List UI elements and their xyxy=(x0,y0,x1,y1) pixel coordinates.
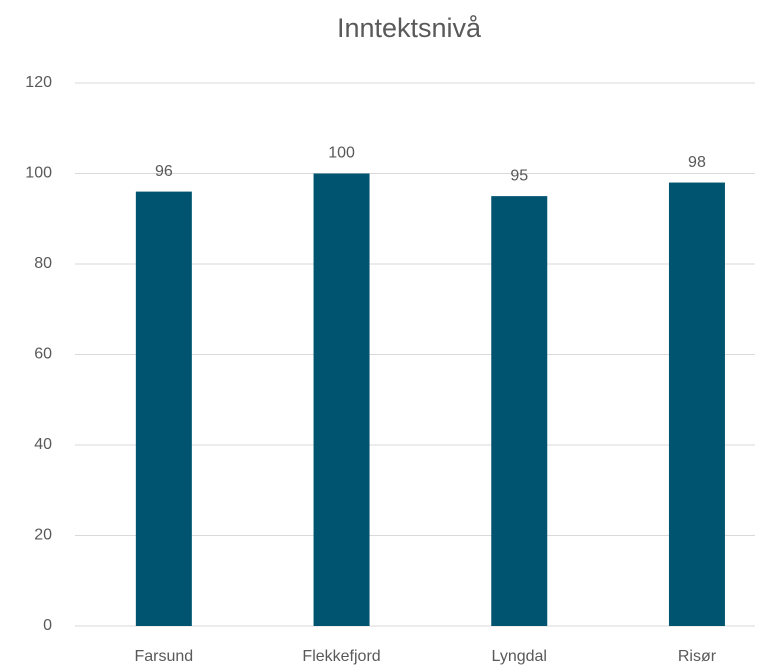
x-tick-label: Farsund xyxy=(134,648,193,665)
y-tick-label: 20 xyxy=(34,527,52,544)
y-tick-label: 100 xyxy=(25,165,52,182)
x-tick-label: Risør xyxy=(678,648,717,665)
data-label: 98 xyxy=(688,154,706,171)
y-tick-label: 80 xyxy=(34,255,52,272)
y-tick-label: 120 xyxy=(25,74,52,91)
bar xyxy=(135,191,192,626)
bar xyxy=(313,173,370,626)
bar xyxy=(491,196,548,626)
y-tick-label: 40 xyxy=(34,436,52,453)
bar xyxy=(668,182,725,627)
data-label: 100 xyxy=(328,145,355,162)
x-tick-label: Lyngdal xyxy=(492,648,547,665)
x-tick-label: Flekkefjord xyxy=(302,648,380,665)
data-label: 95 xyxy=(510,167,528,184)
y-tick-label: 60 xyxy=(34,346,52,363)
y-tick-label: 0 xyxy=(43,617,52,634)
data-label: 96 xyxy=(155,163,173,180)
chart-title: Inntektsnivå xyxy=(337,13,482,43)
